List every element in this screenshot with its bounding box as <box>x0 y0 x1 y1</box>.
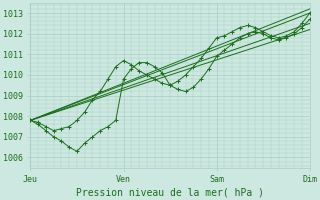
X-axis label: Pression niveau de la mer( hPa ): Pression niveau de la mer( hPa ) <box>76 187 264 197</box>
